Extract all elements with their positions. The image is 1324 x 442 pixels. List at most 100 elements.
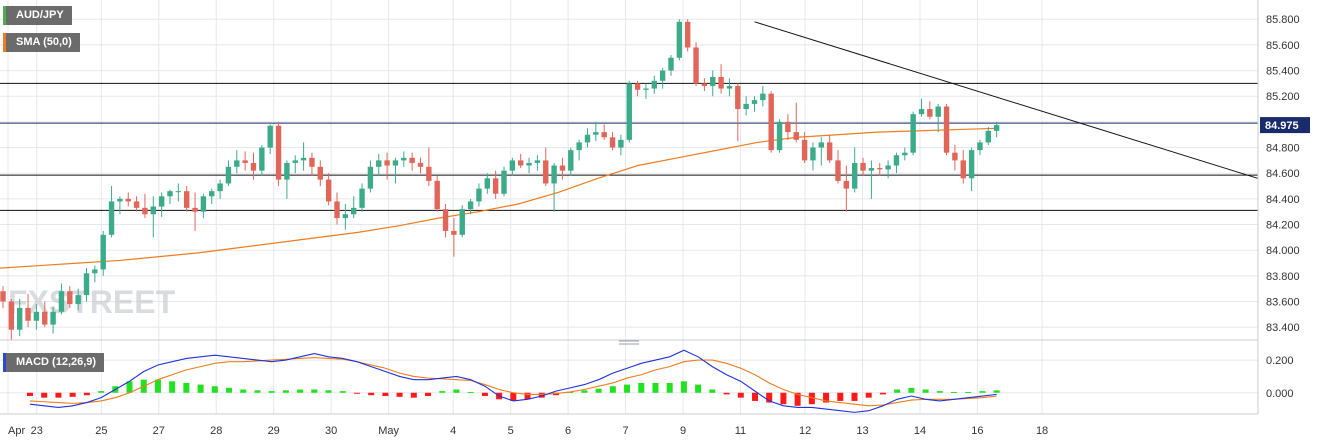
macd-histogram-bar-negative [396,392,403,397]
macd-histogram-bar-positive [652,382,659,393]
candle-bullish [568,150,574,171]
candle-bullish [217,183,223,192]
candle-bearish [192,207,198,212]
candle-bearish [417,162,424,167]
x-tick-label: 9 [680,425,686,437]
candle-bullish [501,170,507,194]
candle-bullish [751,100,758,104]
candle-bearish [434,180,440,210]
macd-histogram-bar-positive [268,391,275,393]
candle-bullish [467,201,474,210]
pane-splitter-handle[interactable] [619,340,639,345]
candle-bullish [509,160,516,171]
candle-bullish [342,214,349,219]
candle-bearish [835,160,841,181]
candle-bullish [117,198,123,202]
candle-bullish [818,142,824,148]
macd-histogram-bar-negative [510,392,517,401]
candle-bearish [133,201,140,208]
sma-line [0,127,997,269]
candle-bearish [518,160,524,166]
candle-bullish [75,295,81,305]
candle-bearish [384,160,390,166]
x-tick-label: 28 [210,425,222,437]
macd-histogram-bar-positive [467,391,474,393]
candle-bearish [609,137,616,148]
candle-bullish [158,196,165,207]
y-tick-label: 85.800 [1266,14,1300,26]
candle-bearish [843,180,850,189]
candles [0,19,1000,340]
candle-bullish [534,160,541,163]
candle-bullish [359,188,365,208]
candle-bullish [284,162,290,180]
macd-histogram-bar-positive [126,381,133,393]
candle-bearish [634,83,641,90]
candle-bullish [50,311,56,325]
current-price-label: 84.975 [1265,120,1299,132]
candle-bearish [601,132,607,138]
x-tick-label: 7 [623,425,629,437]
macd-histogram-bar-negative [69,392,76,397]
candle-bullish [868,168,875,171]
x-tick-label: 12 [799,425,811,437]
macd-histogram-bar-positive [624,384,631,393]
candle-bullish [401,157,407,161]
macd-histogram-bar-negative [368,392,375,396]
candle-bearish [426,166,432,181]
macd-histogram-bar-positive [581,390,588,393]
macd-histogram-bar-negative [83,392,90,396]
candle-bullish [200,196,207,212]
candle-bearish [735,85,741,110]
candle-bullish [618,139,624,148]
candle-bullish [910,114,916,153]
candle-bullish [351,207,357,215]
candle-bearish [960,160,966,179]
candle-bearish [877,168,883,170]
macd-histogram-bar-positive [325,390,332,393]
y-tick-label: 85.400 [1266,66,1300,78]
macd-histogram-bar-negative [751,392,758,401]
macd-histogram-bar-negative [723,392,730,395]
y-tick-label: 83.400 [1266,322,1300,334]
y-tick-label: 84.000 [1266,245,1300,257]
candle-bearish [0,291,6,302]
macd-panel [0,349,1258,413]
x-tick-label: 4 [450,425,456,437]
candle-bearish [943,106,950,153]
candle-bullish [234,160,240,167]
macd-histogram-bar-positive [197,384,204,393]
macd-histogram-bar-positive [680,381,687,393]
candle-bearish [701,83,708,86]
macd-histogram-bar-positive [965,391,972,393]
axes: 85.80085.60085.40085.20085.00084.80084.6… [0,0,1310,437]
macd-histogram-bar-positive [297,389,304,393]
macd-histogram-bar-positive [453,389,460,393]
candle-bearish [826,142,833,161]
macd-histogram-bar-negative [481,392,488,397]
candle-bullish [893,155,900,166]
macd-histogram-bar-negative [780,392,787,405]
macd-histogram-bar-positive [908,387,915,393]
x-tick-label: 27 [153,425,165,437]
candle-bullish [760,93,766,101]
macd-histogram-bar-negative [737,392,744,398]
candle-bullish [476,188,482,202]
x-tick-label: 29 [268,425,280,437]
y-tick-label: 84.200 [1266,220,1300,232]
candle-bullish [584,134,591,143]
y-tick-label: 83.800 [1266,271,1300,283]
candle-bullish [92,269,98,274]
candle-bullish [977,142,983,151]
y-tick-label: 83.600 [1266,297,1300,309]
candle-bearish [142,207,148,215]
candle-bearish [693,47,699,84]
macd-histogram-bar-positive [993,390,1000,393]
candle-bullish [659,70,666,81]
trendline [754,21,1259,179]
candle-bullish [292,160,298,163]
macd-histogram-bar-positive [169,381,176,393]
candle-bearish [25,307,31,321]
macd-histogram-bar-positive [211,386,218,393]
